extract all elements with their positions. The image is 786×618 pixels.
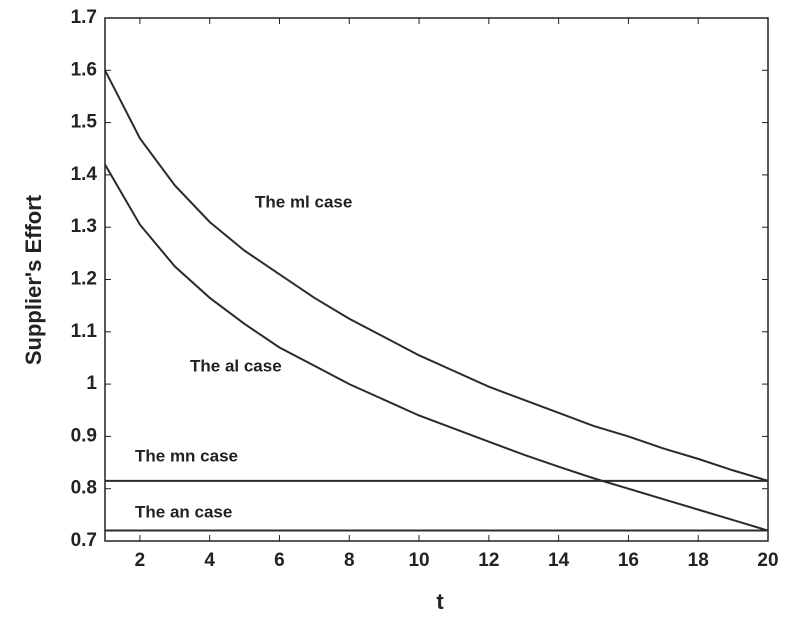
series-label: The mn case [135, 446, 238, 465]
y-tick-label: 1.6 [71, 59, 97, 80]
x-tick-label: 10 [408, 550, 429, 571]
series-label: The al case [190, 356, 282, 375]
y-tick-label: 0.7 [71, 530, 97, 551]
x-tick-label: 2 [135, 550, 146, 571]
y-tick-label: 1.4 [71, 164, 98, 185]
series-line [104, 69, 769, 482]
y-tick-label: 1.5 [71, 112, 98, 133]
series-line [104, 163, 769, 532]
y-tick-label: 1.7 [71, 7, 97, 28]
y-tick-label: 0.9 [71, 425, 97, 446]
x-tick-label: 20 [757, 550, 778, 571]
y-tick-label: 1 [86, 373, 97, 394]
x-tick-label: 6 [274, 550, 285, 571]
x-tick-label: 16 [618, 550, 639, 571]
x-axis-label: t [436, 589, 444, 614]
series-label: The an case [135, 502, 232, 521]
y-tick-label: 1.2 [71, 269, 97, 290]
y-axis-label: Supplier's Effort [21, 194, 46, 365]
series-label: The ml case [255, 192, 352, 211]
x-tick-label: 12 [478, 550, 499, 571]
x-tick-label: 8 [344, 550, 355, 571]
y-tick-label: 1.1 [71, 321, 98, 342]
x-tick-label: 4 [204, 550, 215, 571]
x-tick-label: 14 [548, 550, 570, 571]
y-tick-label: 0.8 [71, 478, 97, 499]
y-tick-label: 1.3 [71, 216, 97, 237]
x-tick-label: 18 [688, 550, 709, 571]
